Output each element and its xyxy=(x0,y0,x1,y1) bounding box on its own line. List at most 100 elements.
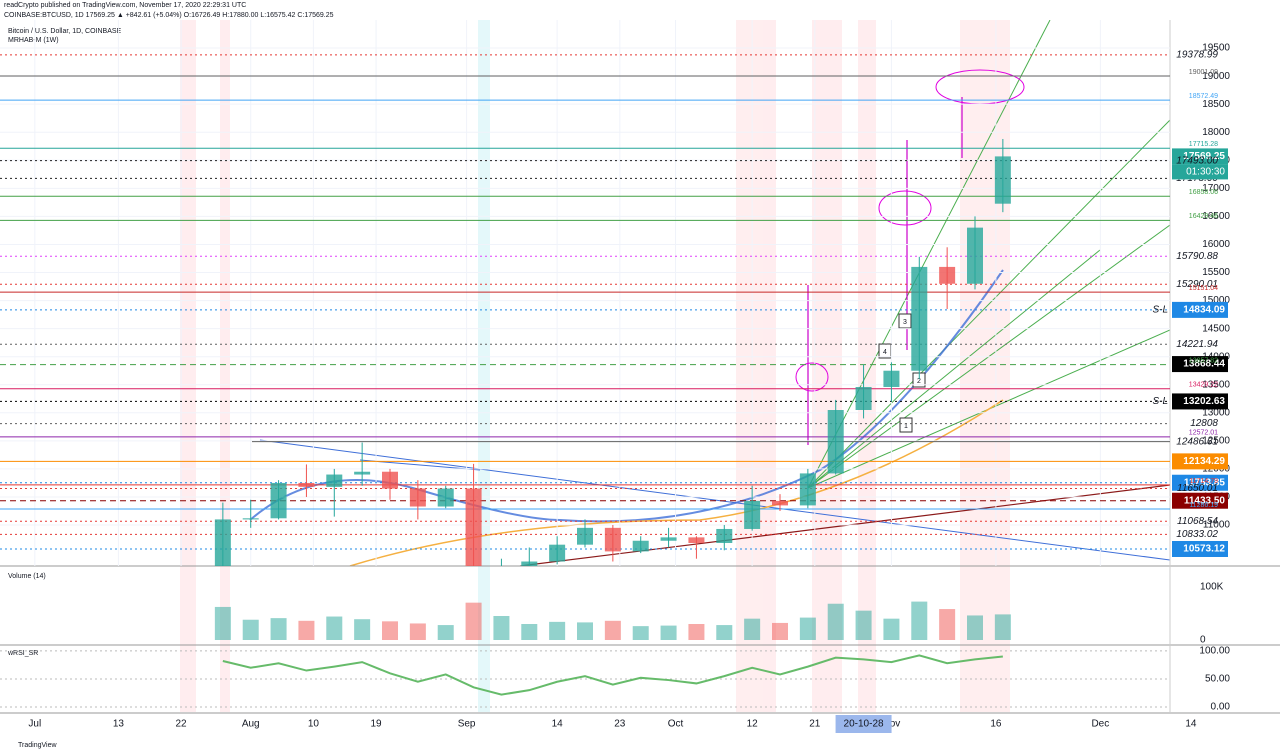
volume-bar xyxy=(883,618,900,640)
level-tag: S-L xyxy=(1152,396,1168,407)
volume-bar xyxy=(911,601,928,640)
x-tick-label: Jul xyxy=(28,719,41,730)
rsi-tick-label: 100.00 xyxy=(1199,646,1230,657)
level-label: 13429.22 xyxy=(1189,382,1218,389)
countdown: 01:30:30 xyxy=(1186,167,1225,178)
candle-body xyxy=(382,471,398,489)
volume-bar xyxy=(967,615,983,640)
volume-bar xyxy=(493,616,510,640)
volume-bar xyxy=(577,622,593,640)
volume-bar xyxy=(688,624,705,640)
y-tick-label: 13000 xyxy=(1202,407,1230,418)
volume-bar xyxy=(772,622,788,640)
y-tick-label: 15500 xyxy=(1202,267,1230,278)
candle-body xyxy=(549,544,566,562)
y-tick-label: 16000 xyxy=(1202,239,1230,250)
candle-body xyxy=(354,471,371,475)
volume-bar xyxy=(855,610,872,640)
y-tick-label: 17000 xyxy=(1202,183,1230,194)
level-label: 18572.49 xyxy=(1189,93,1218,100)
wave-label: 2 xyxy=(917,378,921,385)
candle-body xyxy=(688,537,705,543)
candle-body xyxy=(409,488,426,507)
x-tick-label: 23 xyxy=(614,719,626,730)
level-label: 11068.54 xyxy=(1177,516,1218,527)
x-tick-label: 21 xyxy=(809,719,821,730)
candle-body xyxy=(883,370,900,387)
price-badge-label: 17569.25 xyxy=(1183,151,1225,162)
y-tick-label: 18000 xyxy=(1202,127,1230,138)
volume-bar xyxy=(716,625,733,640)
crosshair-label: 20-10-28 xyxy=(844,719,884,730)
candle-body xyxy=(911,266,928,371)
wave-label: 1 xyxy=(904,423,908,430)
level-label: 15290.01 xyxy=(1176,279,1218,290)
candle-body xyxy=(772,500,788,506)
price-badge xyxy=(1172,356,1228,373)
level-label: 12486.61 xyxy=(1176,436,1218,447)
price-badge xyxy=(1172,393,1228,410)
indicator-title: MRHAB-M (1W) xyxy=(8,37,59,44)
countdown-badge xyxy=(1172,164,1228,180)
volume-bar xyxy=(437,625,454,640)
volume-bar xyxy=(465,602,482,640)
y-tick-label: 14500 xyxy=(1202,323,1230,334)
y-tick-label: 13500 xyxy=(1202,379,1230,390)
candle-body xyxy=(716,528,733,543)
volume-bar xyxy=(242,619,259,640)
lower-panes xyxy=(0,601,1170,708)
x-tick-label: 13 xyxy=(113,719,125,730)
candle-body xyxy=(799,473,816,506)
y-tick-label: 19000 xyxy=(1202,71,1230,82)
y-tick-label: 12500 xyxy=(1202,436,1230,447)
price-badge-label: 14834.09 xyxy=(1183,305,1225,316)
wave-label: 4 xyxy=(883,349,887,356)
volume-title: Volume (14) xyxy=(8,573,46,580)
candle-body xyxy=(660,537,677,541)
level-label: 17493.00 xyxy=(1176,155,1218,166)
candle-body xyxy=(437,488,454,507)
volume-bar xyxy=(827,603,844,640)
x-tick-label: Sep xyxy=(458,719,476,730)
candle-body xyxy=(939,266,956,284)
y-tick-label: 18500 xyxy=(1202,99,1230,110)
publisher: readCrypto published on TradingView.com,… xyxy=(4,2,246,9)
candle-body xyxy=(994,156,1011,204)
x-tick-label: Aug xyxy=(242,719,260,730)
volume-bar xyxy=(744,618,761,640)
x-tick-label: 12 xyxy=(747,719,759,730)
x-tick-label: 14 xyxy=(552,719,564,730)
volume-bar xyxy=(214,606,231,640)
level-label: 11650.01 xyxy=(1177,483,1218,494)
volume-bar xyxy=(994,614,1011,640)
wave-label: 3 xyxy=(903,319,907,326)
level-label: 14221.94 xyxy=(1176,339,1218,350)
candle-body xyxy=(298,482,315,487)
x-tick-label: 14 xyxy=(1185,719,1197,730)
volume-tick-label: 100K xyxy=(1200,581,1224,592)
x-tick-label: 22 xyxy=(176,719,188,730)
level-label: 10833.02 xyxy=(1176,529,1218,540)
candle-body xyxy=(493,567,509,570)
candle-body xyxy=(967,227,983,284)
ticker: COINBASE:BTCUSD, 1D 17569.25 ▲ +842.61 (… xyxy=(4,12,334,19)
level-label: 11714.79 xyxy=(1189,478,1218,485)
candle-body xyxy=(577,527,593,545)
level-label: 16858.06 xyxy=(1189,189,1218,196)
volume-bar xyxy=(660,625,677,640)
x-tick-label: Dec xyxy=(1091,719,1109,730)
volume-bar xyxy=(409,623,426,640)
volume-bar xyxy=(270,618,287,640)
x-tick-label: 10 xyxy=(308,719,320,730)
volume-bar xyxy=(604,620,621,640)
price-badge xyxy=(1172,492,1228,509)
price-badge-label: 13868.44 xyxy=(1183,359,1225,370)
level-label: 13857.82 xyxy=(1189,358,1218,365)
price-badge-label: 11753.85 xyxy=(1184,477,1226,488)
level-label: 15790.88 xyxy=(1176,251,1218,262)
chart-title: Bitcoin / U.S. Dollar, 1D, COINBASE xyxy=(8,28,122,35)
price-badge-label: 11433.50 xyxy=(1184,495,1226,506)
rsi-line xyxy=(222,654,1003,696)
x-tick-label: 19 xyxy=(371,719,383,730)
candle-body xyxy=(242,518,259,520)
